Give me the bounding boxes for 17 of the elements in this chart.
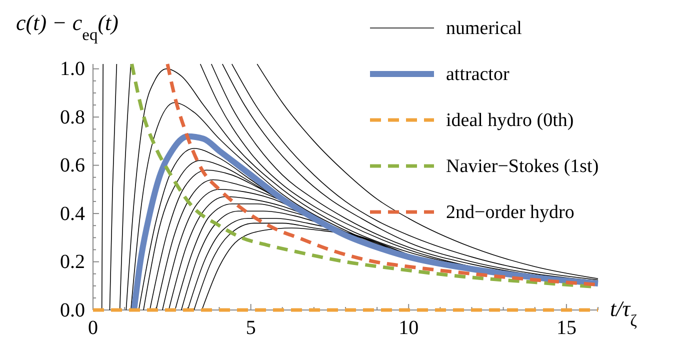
legend-label: numerical — [446, 18, 522, 39]
y-axis-title: c(t) − c$_{eq}$(t) — [16, 10, 118, 44]
y-tick-label: 0.8 — [60, 106, 85, 128]
y-tick-label: 0.2 — [60, 251, 85, 274]
y-tick-label: 1.0 — [60, 58, 85, 80]
y-tick-label: 0.4 — [60, 202, 85, 225]
x-tick-label: 0 — [88, 317, 98, 340]
y-tick-label: 0.0 — [60, 299, 85, 322]
legend-label: attractor — [446, 64, 510, 85]
x-tick-label: 10 — [398, 317, 419, 340]
legend-label: 2nd−order hydro — [446, 202, 574, 223]
x-tick-label: 15 — [556, 317, 576, 340]
x-axis-title: t/τ$_{ζ}$ — [610, 296, 638, 330]
legend-label: Navier−Stokes (1st) — [446, 156, 599, 177]
x-tick-label: 5 — [246, 317, 256, 340]
y-tick-label: 0.6 — [60, 154, 85, 177]
legend-label: ideal hydro (0th) — [446, 110, 574, 131]
